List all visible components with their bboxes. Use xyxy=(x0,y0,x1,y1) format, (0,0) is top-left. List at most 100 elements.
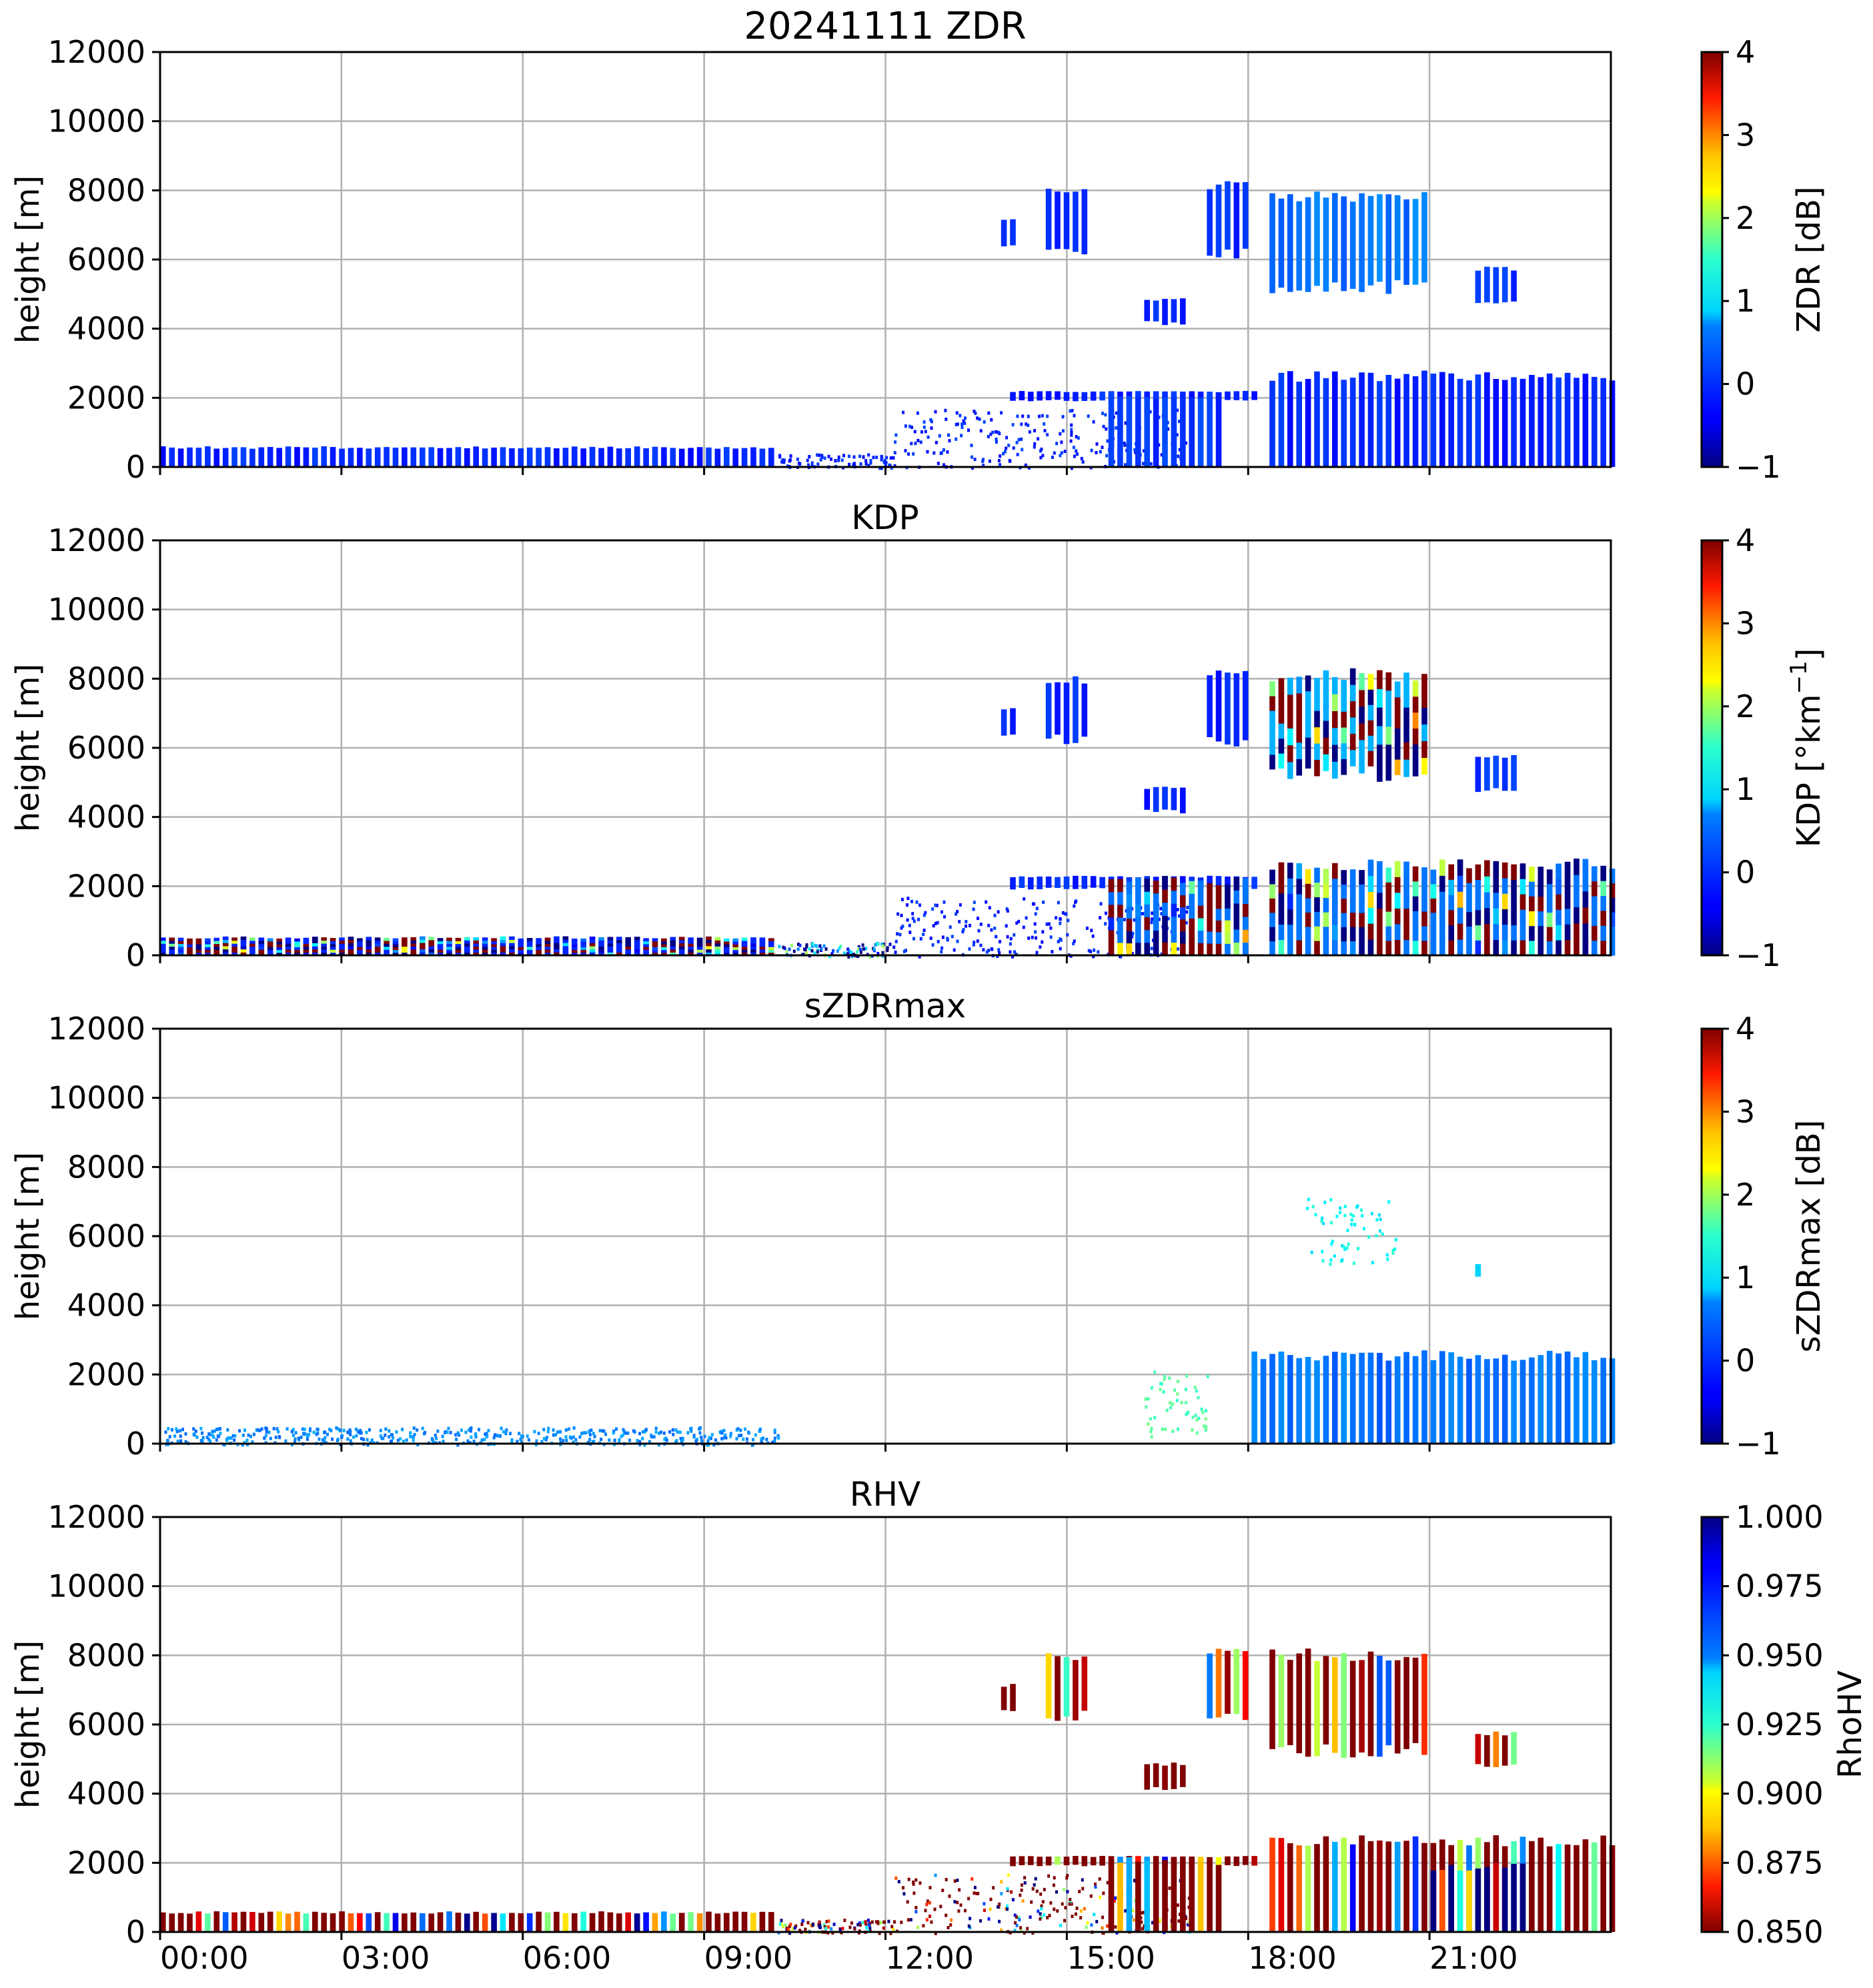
echo-stripe xyxy=(267,947,273,950)
echo-cell xyxy=(1371,1261,1374,1265)
echo-cell xyxy=(399,1437,402,1441)
echo-cell xyxy=(405,1438,408,1442)
echo-cell xyxy=(943,463,946,467)
echo-cell xyxy=(976,416,979,420)
echo-cell xyxy=(1330,1221,1333,1225)
echo-cell xyxy=(961,930,965,934)
echo-cell xyxy=(1006,1904,1009,1908)
echo-stripe xyxy=(1296,693,1302,710)
echo-stripe xyxy=(1385,708,1392,727)
echo-stripe xyxy=(1233,673,1240,747)
echo-stripe xyxy=(518,947,524,951)
echo-cell xyxy=(748,1431,750,1435)
echo-cell xyxy=(1353,1262,1355,1266)
echo-stripe xyxy=(1359,1835,1365,1932)
echo-stripe xyxy=(554,448,560,467)
echo-stripe xyxy=(473,446,479,467)
echo-stripe xyxy=(1278,198,1285,288)
echo-cell xyxy=(572,1435,575,1439)
echo-cell xyxy=(1346,1229,1349,1232)
echo-cell xyxy=(735,1437,738,1441)
echo-stripe xyxy=(187,447,193,467)
echo-cell xyxy=(1033,442,1037,446)
echo-stripe xyxy=(1162,391,1168,401)
echo-cell xyxy=(412,1426,416,1430)
echo-stripe xyxy=(1314,726,1320,744)
echo-stripe xyxy=(1377,381,1383,467)
echo-stripe xyxy=(177,946,184,950)
echo-cell xyxy=(1391,1251,1395,1255)
echo-cell xyxy=(918,955,921,959)
echo-stripe xyxy=(1010,392,1016,401)
echo-stripe xyxy=(1189,943,1195,956)
echo-stripe xyxy=(1233,890,1240,904)
echo-stripe xyxy=(187,944,193,947)
echo-cell xyxy=(875,456,878,460)
echo-stripe xyxy=(625,952,631,956)
echo-stripe xyxy=(321,949,327,953)
echo-stripe xyxy=(724,447,730,467)
echo-stripe xyxy=(1207,1857,1213,1865)
echo-stripe xyxy=(357,941,363,945)
echo-stripe xyxy=(1582,939,1589,956)
echo-stripe xyxy=(1421,740,1427,759)
echo-stripe xyxy=(1242,917,1249,930)
echo-stripe xyxy=(1501,909,1508,925)
echo-stripe xyxy=(688,937,694,941)
echo-stripe xyxy=(1341,759,1347,775)
echo-stripe xyxy=(410,943,417,947)
echo-stripe xyxy=(402,949,408,953)
echo-cell xyxy=(632,1429,635,1433)
echo-stripe xyxy=(1475,270,1481,304)
echo-stripe xyxy=(1197,930,1204,943)
echo-cell xyxy=(941,946,944,950)
echo-stripe xyxy=(1242,877,1249,891)
echo-cell xyxy=(933,1907,936,1911)
echo-cell xyxy=(714,1438,717,1442)
echo-stripe xyxy=(1278,753,1285,769)
echo-stripe xyxy=(706,939,712,943)
echo-stripe xyxy=(1001,1686,1007,1710)
echo-stripe xyxy=(1574,859,1580,875)
echo-stripe xyxy=(1135,396,1141,467)
echo-stripe xyxy=(464,1913,470,1932)
echo-cell xyxy=(535,1439,538,1443)
echo-cell xyxy=(1375,1233,1378,1237)
echo-stripe xyxy=(446,946,452,950)
echo-stripe xyxy=(1010,219,1016,245)
echo-cell xyxy=(1157,917,1161,921)
echo-stripe xyxy=(1466,1870,1472,1932)
echo-stripe xyxy=(652,947,658,950)
echo-cell xyxy=(432,1440,435,1444)
echo-stripe xyxy=(643,941,649,945)
echo-stripe xyxy=(714,1913,721,1932)
echo-stripe xyxy=(294,944,300,947)
echo-stripe xyxy=(1305,912,1311,927)
echo-stripe xyxy=(1028,392,1034,402)
echo-cell xyxy=(876,1921,880,1925)
echo-stripe xyxy=(768,943,774,947)
echo-cell xyxy=(780,460,784,464)
echo-stripe xyxy=(1341,742,1347,759)
echo-cell xyxy=(796,947,800,951)
echo-stripe xyxy=(1421,674,1427,691)
echo-stripe xyxy=(759,448,766,467)
echo-stripe xyxy=(572,944,578,947)
echo-cell xyxy=(852,462,856,466)
echo-cell xyxy=(1041,940,1044,944)
echo-stripe xyxy=(500,1913,506,1932)
echo-cell xyxy=(516,1440,519,1444)
echo-stripe xyxy=(1144,391,1150,401)
echo-stripe xyxy=(572,949,578,953)
echo-stripe xyxy=(213,946,220,950)
echo-stripe xyxy=(1153,943,1159,956)
echo-stripe xyxy=(1314,926,1320,941)
echo-stripe xyxy=(518,949,524,953)
echo-cell xyxy=(1035,1889,1039,1893)
echo-stripe xyxy=(1529,911,1535,927)
echo-cell xyxy=(849,952,852,956)
echo-stripe xyxy=(1153,1856,1159,1866)
echo-cell xyxy=(911,912,914,916)
echo-stripe xyxy=(357,1913,363,1932)
echo-cell xyxy=(902,949,906,953)
